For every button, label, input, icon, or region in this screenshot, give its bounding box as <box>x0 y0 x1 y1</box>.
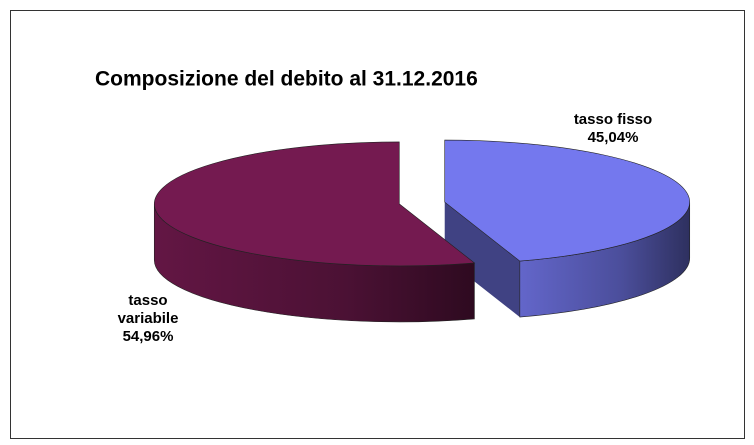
category-label: tasso fisso <box>573 111 653 128</box>
slice-label: tasso fisso 45,04% <box>548 111 678 147</box>
slice-label: tasso variabile 54,96% <box>108 292 188 346</box>
slice-cut-face <box>444 202 520 318</box>
category-label: tasso variabile <box>117 292 179 327</box>
chart-title: Composizione del debito al 31.12.2016 <box>95 68 478 91</box>
slice <box>444 139 690 262</box>
value-label: 54,96% <box>122 328 174 345</box>
slice <box>154 141 476 267</box>
value-label: 45,04% <box>587 129 639 146</box>
pie <box>153 139 691 323</box>
